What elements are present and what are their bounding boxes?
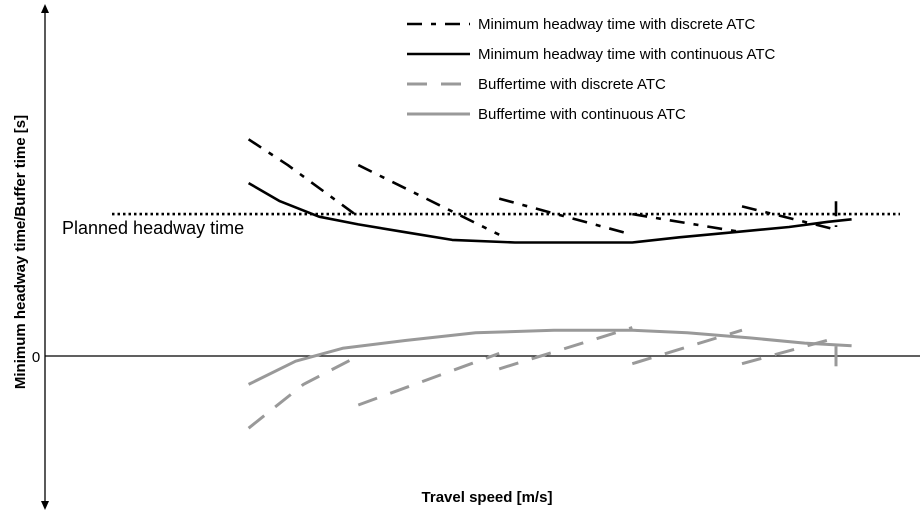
series-1-segment-5 bbox=[632, 212, 743, 234]
axes bbox=[41, 4, 920, 510]
series-3 bbox=[247, 326, 838, 430]
series-1-segment-3 bbox=[357, 163, 500, 236]
x-axis-title: Travel speed [m/s] bbox=[422, 489, 553, 506]
series-3-segment-4 bbox=[631, 328, 743, 366]
series-3-segment-3 bbox=[498, 326, 633, 371]
reference-line-group: Planned headway time bbox=[62, 212, 900, 238]
series-2-segment-1 bbox=[247, 181, 852, 244]
series-2 bbox=[247, 181, 852, 244]
series-4 bbox=[247, 328, 852, 386]
y-axis-title: Minimum headway time/Buffer time [s] bbox=[12, 115, 29, 389]
series-3-segment-2 bbox=[357, 351, 500, 407]
series-1-segment-4 bbox=[498, 197, 633, 236]
legend-label-1: Minimum headway time with discrete ATC bbox=[478, 16, 755, 33]
y-axis-arrow-top bbox=[41, 4, 49, 13]
y-axis-zero-label: 0 bbox=[32, 349, 40, 366]
series-3-segment-1 bbox=[247, 354, 359, 430]
legend-label-4: Buffertime with continuous ATC bbox=[478, 106, 686, 123]
series-layer bbox=[247, 138, 852, 430]
legend: Minimum headway time with discrete ATC Mi… bbox=[407, 16, 776, 123]
series-1-segment-6 bbox=[741, 205, 837, 231]
series-4-segment-1 bbox=[247, 328, 852, 386]
series-1-segment-2 bbox=[247, 138, 360, 218]
legend-label-3: Buffertime with discrete ATC bbox=[478, 76, 666, 93]
y-axis-arrow-bottom bbox=[41, 501, 49, 510]
series-3-segment-5 bbox=[741, 336, 837, 366]
legend-label-2: Minimum headway time with continuous ATC bbox=[478, 46, 776, 63]
series-1 bbox=[247, 138, 838, 236]
planned-headway-label: Planned headway time bbox=[62, 218, 244, 238]
